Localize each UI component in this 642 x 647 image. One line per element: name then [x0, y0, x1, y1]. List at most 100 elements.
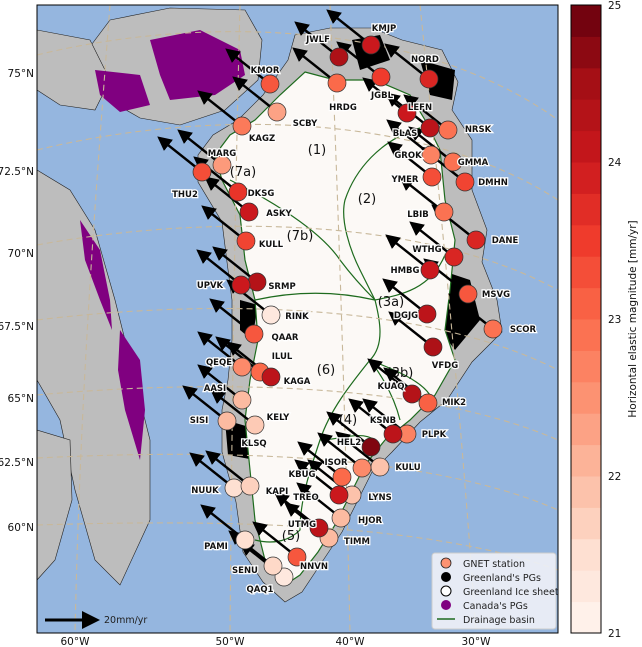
station-label: AASI: [204, 384, 226, 394]
station-marker[interactable]: [232, 390, 252, 410]
station-marker[interactable]: [217, 411, 237, 431]
station-marker[interactable]: [260, 74, 280, 94]
station-marker[interactable]: [419, 69, 439, 89]
colorbar-level: [571, 36, 601, 69]
station-marker[interactable]: [418, 393, 438, 413]
station-label: SISI: [190, 416, 209, 426]
station-marker[interactable]: [192, 162, 212, 182]
legend-greenland-pg-marker: [441, 572, 451, 582]
colorbar-level: [571, 5, 601, 37]
colorbar-tick: 25: [608, 0, 621, 12]
legend-canada-pg: Canada's PGs: [463, 601, 528, 612]
station-label: KELY: [267, 413, 290, 423]
station-marker[interactable]: [455, 172, 475, 192]
station-marker[interactable]: [236, 231, 256, 251]
station-marker[interactable]: [244, 324, 264, 344]
station-marker[interactable]: [287, 547, 307, 567]
station-marker[interactable]: [361, 35, 381, 55]
station-marker[interactable]: [263, 556, 283, 576]
station-marker[interactable]: [329, 47, 349, 67]
station-marker[interactable]: [361, 437, 381, 457]
station-label: KUAQ: [378, 382, 405, 392]
lat-label: 75°N: [8, 68, 34, 80]
station-marker[interactable]: [329, 485, 349, 505]
lat-label: 65°N: [8, 393, 34, 405]
station-marker[interactable]: [422, 167, 442, 187]
map-area: (1)(2)(3a)(3b)(4)(5)(6)(7a)(7b) KMJPJWLF…: [37, 5, 558, 633]
station-marker[interactable]: [444, 247, 464, 267]
station-label: KAGA: [284, 377, 311, 387]
station-marker[interactable]: [383, 424, 403, 444]
station-label: KULU: [395, 463, 420, 473]
station-marker[interactable]: [240, 476, 260, 496]
station-marker[interactable]: [420, 118, 440, 138]
canada-pg-baffin: [80, 220, 145, 460]
station-marker[interactable]: [212, 155, 232, 175]
station-label: SCBY: [293, 119, 318, 129]
station-label: QAQ1: [247, 585, 274, 595]
station-marker[interactable]: [261, 367, 281, 387]
station-marker[interactable]: [466, 230, 486, 250]
station-marker[interactable]: [309, 518, 329, 538]
station-marker[interactable]: [231, 275, 251, 295]
colorbar-tick: 21: [608, 628, 621, 640]
station-marker[interactable]: [483, 319, 503, 339]
station-marker[interactable]: [331, 508, 351, 528]
station-marker[interactable]: [438, 120, 458, 140]
station-label: DANE: [492, 236, 519, 246]
colorbar-level: [571, 444, 601, 477]
legend-basin: Drainage basin: [463, 615, 535, 626]
colorbar-level: [571, 413, 601, 446]
station-marker[interactable]: [245, 415, 265, 435]
legend-canada-pg-marker: [441, 600, 451, 610]
station-marker[interactable]: [267, 102, 287, 122]
scale-label: 20mm/yr: [104, 615, 147, 626]
station-label: MIK2: [442, 398, 466, 408]
baffin-island: [37, 169, 151, 586]
station-marker[interactable]: [423, 337, 443, 357]
station-label: KLSQ: [241, 439, 266, 449]
lat-label: 67.5°N: [0, 321, 34, 333]
station-marker[interactable]: [247, 272, 267, 292]
colorbar-level: [571, 224, 601, 257]
station-marker[interactable]: [332, 467, 352, 487]
station-marker[interactable]: [224, 478, 244, 498]
station-marker[interactable]: [232, 357, 252, 377]
station-marker[interactable]: [371, 67, 391, 87]
station-marker[interactable]: [458, 284, 478, 304]
drainage-basin-lines: [229, 127, 446, 543]
station-marker[interactable]: [421, 145, 441, 165]
station-marker[interactable]: [352, 458, 372, 478]
colorbar-frame: [570, 4, 602, 634]
station-label: TIMM: [344, 537, 370, 547]
station-label: MSVG: [482, 290, 510, 300]
station-label: LBIB: [407, 210, 429, 220]
station-marker[interactable]: [417, 304, 437, 324]
station-label: KMJP: [372, 24, 396, 34]
station-label: HEL2: [337, 438, 361, 448]
station-marker[interactable]: [434, 202, 454, 222]
station-marker[interactable]: [402, 384, 422, 404]
colorbar-level: [571, 287, 601, 320]
station-marker[interactable]: [235, 530, 255, 550]
station-marker[interactable]: [239, 202, 259, 222]
station-marker[interactable]: [397, 103, 417, 123]
station-marker[interactable]: [420, 260, 440, 280]
station-marker[interactable]: [261, 305, 281, 325]
station-marker[interactable]: [228, 182, 248, 202]
station-marker[interactable]: [232, 116, 252, 136]
station-label: HJOR: [358, 516, 383, 526]
station-marker[interactable]: [443, 152, 463, 172]
station-label: LEFN: [408, 103, 432, 113]
region-label: (6): [317, 363, 335, 378]
colorbar-label: Horizontal elastic magnitude [mm/yr]: [627, 220, 639, 417]
station-label: DGJG: [394, 311, 418, 321]
station-label: ASKY: [266, 209, 292, 219]
station-label: PLPK: [422, 430, 447, 440]
colorbar-level: [571, 67, 601, 100]
station-label: JWLF: [305, 35, 330, 45]
station-label: KBUG: [289, 470, 316, 480]
station-marker[interactable]: [370, 457, 390, 477]
station-marker[interactable]: [327, 73, 347, 93]
